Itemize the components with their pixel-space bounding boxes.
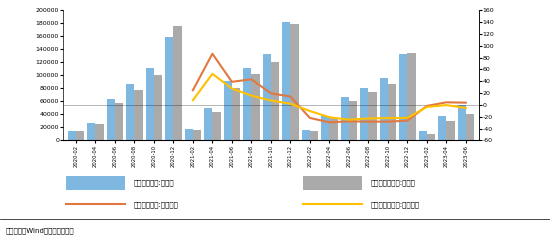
Bar: [271, 62, 279, 140]
Text: 数据来源：Wind、大公国际整理: 数据来源：Wind、大公国际整理: [6, 228, 74, 234]
Bar: [115, 103, 123, 140]
Bar: [388, 84, 396, 140]
Bar: [126, 84, 134, 140]
Text: 商品房销售面积:累计同比: 商品房销售面积:累计同比: [370, 201, 419, 208]
Bar: [154, 75, 162, 140]
Bar: [76, 130, 84, 140]
Bar: [204, 108, 212, 140]
Bar: [224, 81, 232, 140]
Bar: [212, 112, 221, 140]
Bar: [408, 53, 416, 140]
Bar: [146, 68, 154, 140]
Bar: [173, 26, 182, 140]
Bar: [458, 106, 466, 140]
Bar: [165, 37, 173, 140]
Bar: [263, 53, 271, 140]
Bar: [419, 130, 427, 140]
Bar: [68, 131, 76, 140]
Bar: [349, 101, 357, 140]
Bar: [329, 118, 338, 140]
Bar: [427, 134, 435, 140]
Bar: [232, 88, 240, 140]
Bar: [447, 121, 454, 140]
Bar: [107, 99, 115, 140]
Bar: [368, 92, 377, 140]
FancyBboxPatch shape: [66, 176, 125, 190]
Bar: [321, 116, 329, 140]
Bar: [302, 130, 310, 140]
Bar: [87, 123, 95, 140]
Bar: [251, 74, 260, 140]
Text: 图1   2020年以来商品房销售面积和销售额情况（单位：亿元、万平方米、%）: 图1 2020年以来商品房销售面积和销售额情况（单位：亿元、万平方米、%）: [7, 7, 207, 16]
Bar: [193, 130, 201, 140]
Text: 商品房销售额:累计值: 商品房销售额:累计值: [134, 180, 174, 186]
Text: 商品房销售额:累计同比: 商品房销售额:累计同比: [134, 201, 179, 208]
Bar: [310, 131, 318, 140]
Bar: [379, 78, 388, 140]
Bar: [95, 124, 103, 140]
Text: 商品房销售面积:累计值: 商品房销售面积:累计值: [370, 180, 415, 186]
Bar: [134, 90, 142, 140]
Bar: [243, 68, 251, 140]
Bar: [438, 116, 447, 140]
FancyBboxPatch shape: [302, 176, 362, 190]
Bar: [399, 53, 408, 140]
Bar: [282, 22, 290, 140]
Bar: [466, 114, 474, 140]
Bar: [340, 97, 349, 140]
Bar: [185, 129, 193, 140]
Bar: [290, 23, 299, 140]
Bar: [360, 88, 368, 140]
